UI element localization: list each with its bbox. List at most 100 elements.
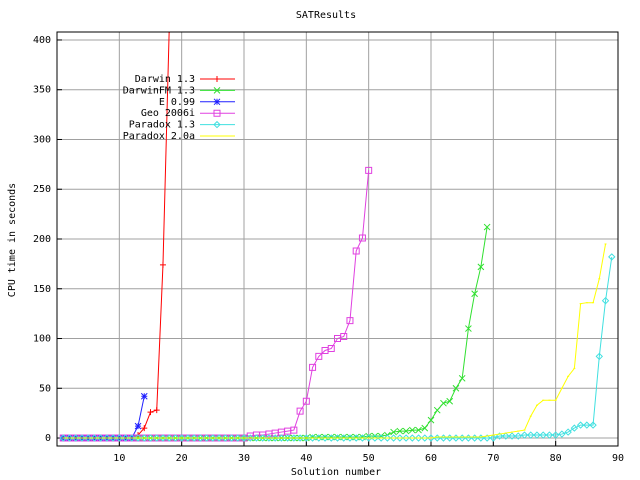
data-point (153, 407, 160, 414)
legend-label: Geo 2006i (141, 108, 195, 119)
legend-marker (213, 87, 221, 94)
data-point (165, 434, 173, 442)
data-point (315, 352, 323, 360)
data-point (296, 434, 304, 442)
data-point (433, 406, 441, 414)
data-point (583, 421, 591, 429)
data-point (258, 434, 267, 442)
plot-border (56, 31, 619, 447)
data-point (134, 422, 142, 430)
data-point (402, 434, 410, 442)
data-point (340, 333, 348, 341)
data-point (502, 432, 510, 440)
data-point (265, 434, 273, 442)
legend-marker (214, 76, 220, 82)
data-point (471, 290, 478, 298)
x-tick-label: 90 (612, 453, 624, 464)
data-point (576, 421, 585, 429)
data-point (265, 430, 273, 438)
data-point (240, 434, 248, 442)
data-point (171, 434, 180, 442)
data-point (315, 434, 323, 442)
y-axis-label: CPU time in seconds (7, 183, 18, 297)
data-point (71, 434, 80, 442)
data-point (177, 434, 186, 442)
grid (57, 32, 619, 446)
y-tick-label: 250 (33, 184, 51, 195)
data-point (570, 424, 579, 432)
series-line (63, 243, 607, 439)
data-point (483, 434, 491, 442)
x-tick-label: 60 (425, 453, 437, 464)
data-point (209, 434, 217, 442)
data-point (327, 434, 335, 442)
data-point (564, 428, 572, 436)
data-point (421, 424, 429, 432)
data-point (427, 434, 435, 442)
data-point (103, 434, 111, 442)
data-point (483, 223, 491, 231)
data-point (277, 434, 286, 442)
data-point (196, 434, 205, 442)
data-point (246, 432, 254, 440)
data-point (115, 434, 124, 442)
data-point (221, 434, 230, 442)
data-point (533, 431, 541, 439)
data-point (396, 434, 404, 442)
data-point (408, 426, 416, 434)
legend-marker (213, 120, 221, 129)
data-point (390, 428, 397, 436)
data-point (364, 434, 373, 442)
legend-label: Darwin 1.3 (135, 74, 195, 85)
data-point (140, 392, 148, 400)
data-point (377, 434, 385, 442)
data-point (446, 397, 454, 405)
data-point (240, 434, 248, 442)
data-point (141, 425, 148, 432)
data-point (545, 431, 554, 439)
data-point (440, 399, 447, 407)
data-point (352, 247, 360, 255)
data-point (396, 427, 404, 435)
data-point (140, 434, 148, 442)
data-point (190, 434, 198, 442)
data-point (352, 434, 360, 442)
data-point (271, 434, 279, 442)
x-tick-label: 80 (550, 453, 562, 464)
data-point (321, 346, 329, 354)
data-point (589, 421, 597, 429)
data-point (489, 434, 498, 442)
data-point (321, 434, 329, 442)
data-point (495, 432, 504, 440)
data-point (202, 434, 211, 442)
data-point (408, 434, 417, 442)
y-tick-label: 0 (45, 433, 51, 444)
data-point (346, 317, 354, 325)
y-tick-label: 400 (33, 35, 51, 46)
data-point (371, 434, 379, 442)
y-tick-label: 200 (33, 234, 51, 245)
data-point (333, 434, 342, 442)
data-point (65, 434, 74, 442)
data-point (508, 432, 516, 440)
data-point (477, 263, 485, 271)
data-point (558, 430, 566, 438)
x-tick-label: 10 (113, 453, 125, 464)
x-tick-label: 50 (363, 453, 375, 464)
y-tick-label: 300 (33, 134, 51, 145)
data-point (146, 434, 155, 442)
data-point (340, 434, 348, 442)
data-point (271, 429, 279, 437)
data-point (159, 434, 167, 442)
data-point (334, 335, 341, 343)
data-point (252, 434, 261, 442)
data-point (109, 434, 117, 442)
data-point (452, 384, 460, 392)
x-axis-label: Solution number (291, 467, 381, 478)
chart-title: SATResults (296, 10, 356, 21)
data-point (121, 434, 130, 442)
data-point (465, 325, 472, 332)
